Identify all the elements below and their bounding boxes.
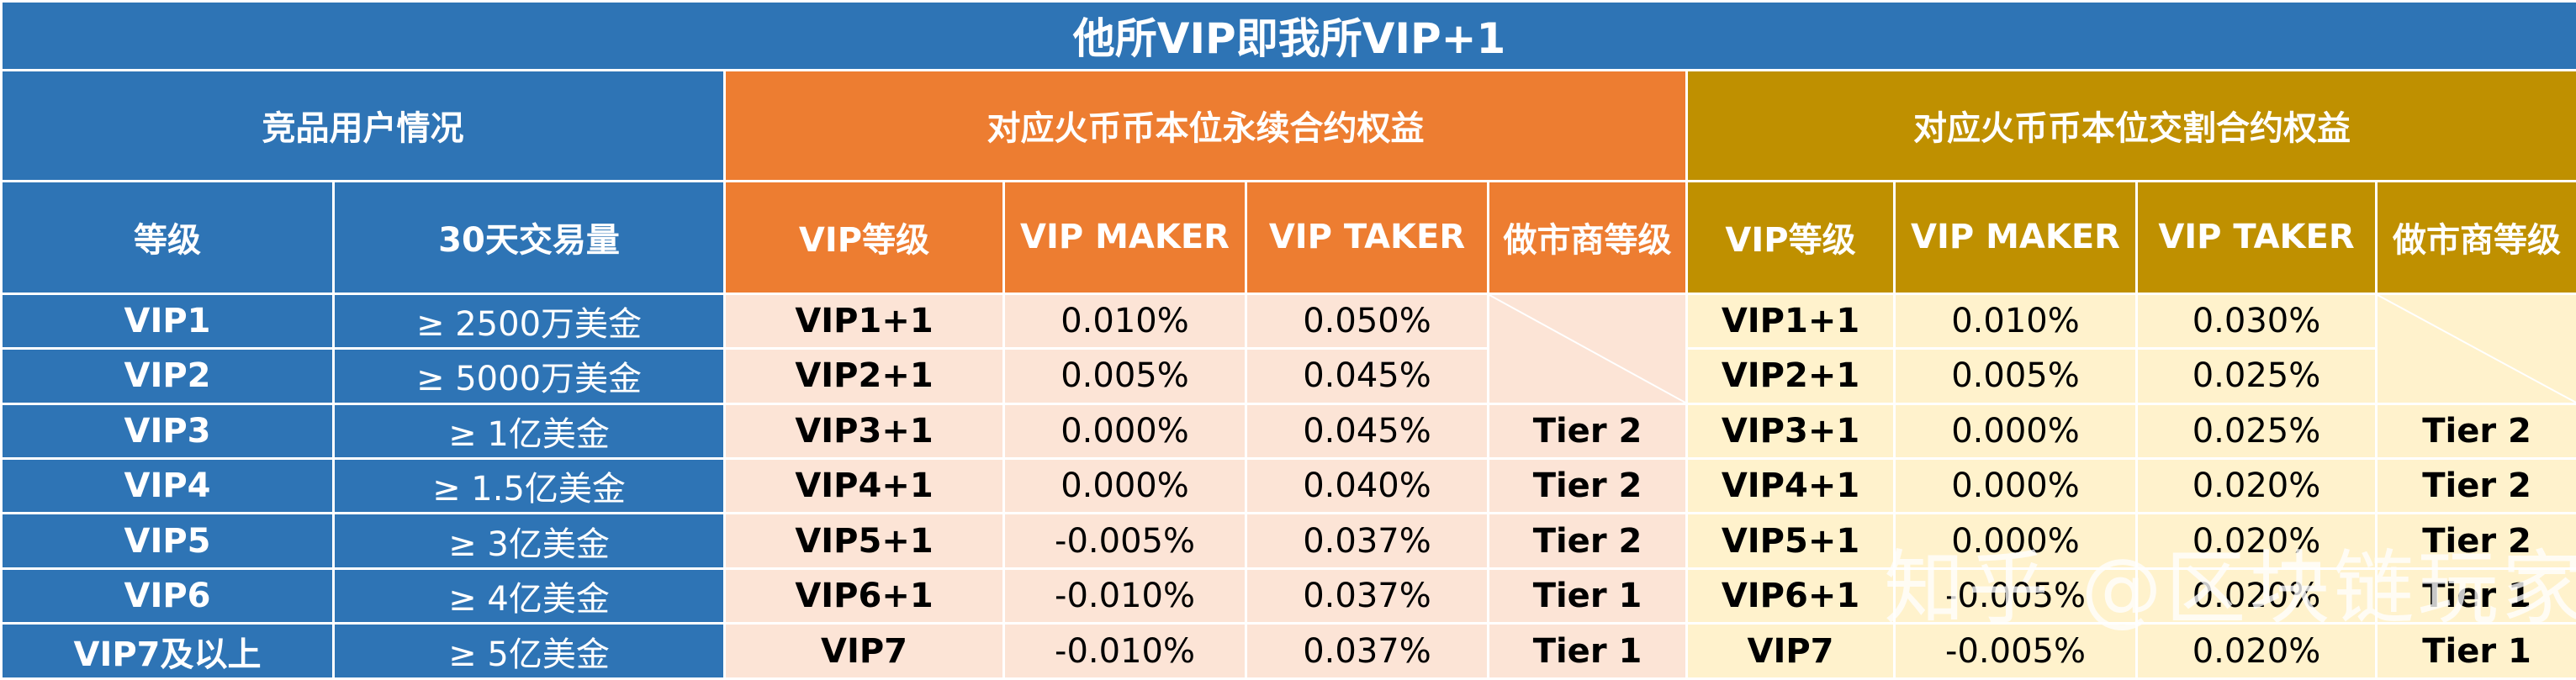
cell-perp-taker: 0.045% [1245,347,1489,405]
cell-volume: ≥ 5000万美金 [332,347,726,405]
cell-perp-tier: Tier 2 [1487,456,1688,515]
cell-perp-maker: -0.005% [1002,512,1247,570]
cell-perp-taker: 0.037% [1245,512,1489,570]
cell-level: VIP4 [0,456,335,515]
diagonal-slash [1489,295,1685,403]
cell-deliv-taker: 0.020% [2135,622,2378,680]
cell-deliv-tier: Tier 1 [2374,567,2576,625]
cell-perp-tier: Tier 1 [1487,567,1688,625]
col-header-deliv-tier: 做市商等级 [2374,179,2576,295]
cell-level: VIP7及以上 [0,622,335,680]
col-header-deliv-maker: VIP MAKER [1893,179,2138,295]
cell-volume: ≥ 3亿美金 [332,512,726,570]
cell-level: VIP1 [0,292,335,351]
cell-perp-taker: 0.037% [1245,622,1489,680]
table-row: VIP5 ≥ 3亿美金 VIP5+1 -0.005% 0.037% Tier 2… [0,512,2576,570]
cell-perp-maker: 0.000% [1002,456,1247,515]
cell-perp-tier-empty [1487,292,1688,405]
cell-deliv-maker: 0.000% [1893,402,2138,461]
cell-perp-maker: 0.010% [1002,292,1247,351]
cell-volume: ≥ 5亿美金 [332,622,726,680]
cell-deliv-maker: 0.005% [1893,347,2138,405]
cell-perp-tier: Tier 2 [1487,512,1688,570]
table-row: VIP4 ≥ 1.5亿美金 VIP4+1 0.000% 0.040% Tier … [0,456,2576,515]
cell-perp-tier: Tier 2 [1487,402,1688,461]
cell-deliv-taker: 0.020% [2135,456,2378,515]
cell-level: VIP3 [0,402,335,461]
page-title: 他所VIP即我所VIP+1 [0,0,2576,71]
cell-deliv-tier: Tier 1 [2374,622,2576,680]
cell-perp-maker: -0.010% [1002,567,1247,625]
col-header-deliv-vip: VIP等级 [1685,179,1896,295]
cell-perp-vip: VIP7 [723,622,1005,680]
cell-perp-vip: VIP6+1 [723,567,1005,625]
cell-volume: ≥ 2500万美金 [332,292,726,351]
section-delivery-header: 对应火币币本位交割合约权益 [1685,68,2576,182]
cell-deliv-maker: -0.005% [1893,622,2138,680]
cell-level: VIP6 [0,567,335,625]
cell-volume: ≥ 1亿美金 [332,402,726,461]
cell-deliv-taker: 0.025% [2135,402,2378,461]
col-header-volume: 30天交易量 [332,179,726,295]
cell-perp-taker: 0.037% [1245,567,1489,625]
table-row: VIP1 ≥ 2500万美金 VIP1+1 0.010% 0.050% VIP1… [0,292,2576,405]
cell-deliv-tier: Tier 2 [2374,512,2576,570]
cell-level: VIP5 [0,512,335,570]
col-header-perp-tier: 做市商等级 [1487,179,1688,295]
cell-perp-vip: VIP5+1 [723,512,1005,570]
cell-deliv-vip: VIP6+1 [1685,567,1896,625]
cell-perp-maker: -0.010% [1002,622,1247,680]
cell-deliv-tier: Tier 2 [2374,402,2576,461]
cell-perp-taker: 0.040% [1245,456,1489,515]
cell-deliv-maker: 0.000% [1893,456,2138,515]
cell-volume: ≥ 4亿美金 [332,567,726,625]
cell-deliv-vip: VIP4+1 [1685,456,1896,515]
cell-deliv-vip: VIP2+1 [1685,347,1896,405]
section-perpetual-header: 对应火币币本位永续合约权益 [723,68,1688,182]
cell-deliv-tier-empty [2374,292,2576,405]
cell-perp-vip: VIP3+1 [723,402,1005,461]
col-header-deliv-taker: VIP TAKER [2135,179,2378,295]
cell-level: VIP2 [0,347,335,405]
cell-perp-vip: VIP4+1 [723,456,1005,515]
col-header-level: 等级 [0,179,335,295]
cell-deliv-maker: -0.005% [1893,567,2138,625]
cell-perp-vip: VIP1+1 [723,292,1005,351]
col-header-perp-taker: VIP TAKER [1245,179,1489,295]
cell-perp-tier: Tier 1 [1487,622,1688,680]
cell-perp-maker: 0.005% [1002,347,1247,405]
cell-deliv-taker: 0.020% [2135,567,2378,625]
cell-deliv-vip: VIP3+1 [1685,402,1896,461]
section-competitor-header: 竞品用户情况 [0,68,726,182]
table-row: VIP2 ≥ 5000万美金 VIP2+1 0.005% 0.045% VIP2… [0,347,2576,405]
cell-deliv-maker: 0.000% [1893,512,2138,570]
cell-perp-vip: VIP2+1 [723,347,1005,405]
cell-perp-taker: 0.045% [1245,402,1489,461]
table-row: VIP6 ≥ 4亿美金 VIP6+1 -0.010% 0.037% Tier 1… [0,567,2576,625]
cell-deliv-tier: Tier 2 [2374,456,2576,515]
cell-deliv-taker: 0.020% [2135,512,2378,570]
cell-deliv-maker: 0.010% [1893,292,2138,351]
cell-deliv-vip: VIP1+1 [1685,292,1896,351]
cell-deliv-vip: VIP7 [1685,622,1896,680]
table-row: VIP3 ≥ 1亿美金 VIP3+1 0.000% 0.045% Tier 2 … [0,402,2576,461]
cell-deliv-taker: 0.030% [2135,292,2378,351]
table-row: VIP7及以上 ≥ 5亿美金 VIP7 -0.010% 0.037% Tier … [0,622,2576,680]
cell-deliv-taker: 0.025% [2135,347,2378,405]
diagonal-slash [2378,295,2576,403]
cell-perp-taker: 0.050% [1245,292,1489,351]
col-header-perp-vip: VIP等级 [723,179,1005,295]
col-header-perp-maker: VIP MAKER [1002,179,1247,295]
cell-perp-maker: 0.000% [1002,402,1247,461]
cell-volume: ≥ 1.5亿美金 [332,456,726,515]
cell-deliv-vip: VIP5+1 [1685,512,1896,570]
